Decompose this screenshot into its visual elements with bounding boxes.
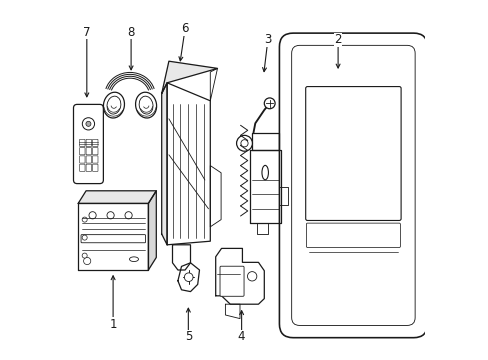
Text: 1: 1 bbox=[109, 318, 117, 330]
Polygon shape bbox=[251, 132, 278, 150]
Polygon shape bbox=[225, 304, 240, 319]
Polygon shape bbox=[278, 187, 287, 205]
Text: 4: 4 bbox=[237, 330, 245, 343]
Circle shape bbox=[236, 135, 252, 151]
FancyBboxPatch shape bbox=[86, 164, 91, 171]
Polygon shape bbox=[178, 263, 199, 292]
Ellipse shape bbox=[135, 92, 156, 118]
Polygon shape bbox=[215, 248, 264, 304]
FancyBboxPatch shape bbox=[305, 86, 400, 220]
Ellipse shape bbox=[129, 257, 138, 261]
FancyBboxPatch shape bbox=[80, 139, 85, 147]
Circle shape bbox=[184, 273, 193, 282]
Text: 8: 8 bbox=[127, 26, 135, 39]
FancyBboxPatch shape bbox=[92, 148, 98, 155]
FancyBboxPatch shape bbox=[86, 148, 91, 155]
FancyBboxPatch shape bbox=[80, 164, 85, 171]
Polygon shape bbox=[210, 166, 221, 227]
Text: 5: 5 bbox=[184, 330, 192, 343]
Circle shape bbox=[247, 271, 256, 281]
FancyBboxPatch shape bbox=[279, 33, 427, 338]
Ellipse shape bbox=[139, 96, 153, 114]
FancyBboxPatch shape bbox=[80, 148, 85, 155]
Circle shape bbox=[82, 118, 94, 130]
Ellipse shape bbox=[107, 96, 121, 114]
FancyBboxPatch shape bbox=[306, 223, 400, 247]
Polygon shape bbox=[210, 68, 217, 101]
Circle shape bbox=[107, 212, 114, 219]
Circle shape bbox=[264, 98, 275, 109]
Text: 7: 7 bbox=[83, 26, 90, 39]
FancyBboxPatch shape bbox=[81, 235, 145, 243]
Circle shape bbox=[82, 217, 87, 222]
Circle shape bbox=[82, 235, 87, 240]
Circle shape bbox=[125, 212, 132, 219]
FancyBboxPatch shape bbox=[86, 156, 91, 163]
Polygon shape bbox=[162, 83, 167, 245]
Circle shape bbox=[86, 121, 91, 126]
FancyBboxPatch shape bbox=[92, 164, 98, 171]
Polygon shape bbox=[249, 150, 280, 223]
Text: 3: 3 bbox=[264, 33, 271, 46]
Text: 6: 6 bbox=[181, 22, 188, 35]
FancyBboxPatch shape bbox=[291, 45, 414, 325]
FancyBboxPatch shape bbox=[73, 104, 103, 184]
FancyBboxPatch shape bbox=[86, 139, 91, 147]
Ellipse shape bbox=[262, 165, 268, 180]
FancyBboxPatch shape bbox=[92, 139, 98, 147]
Circle shape bbox=[89, 212, 96, 219]
Polygon shape bbox=[162, 61, 217, 94]
FancyBboxPatch shape bbox=[80, 156, 85, 163]
Circle shape bbox=[241, 140, 247, 147]
Text: 2: 2 bbox=[334, 33, 341, 46]
FancyBboxPatch shape bbox=[220, 266, 244, 296]
Polygon shape bbox=[148, 191, 156, 270]
Polygon shape bbox=[167, 83, 210, 245]
FancyBboxPatch shape bbox=[92, 156, 98, 163]
Polygon shape bbox=[257, 223, 267, 234]
Ellipse shape bbox=[103, 92, 124, 118]
Polygon shape bbox=[78, 203, 148, 270]
Circle shape bbox=[82, 253, 87, 258]
Circle shape bbox=[83, 257, 91, 265]
Polygon shape bbox=[172, 245, 190, 270]
Polygon shape bbox=[78, 191, 156, 203]
